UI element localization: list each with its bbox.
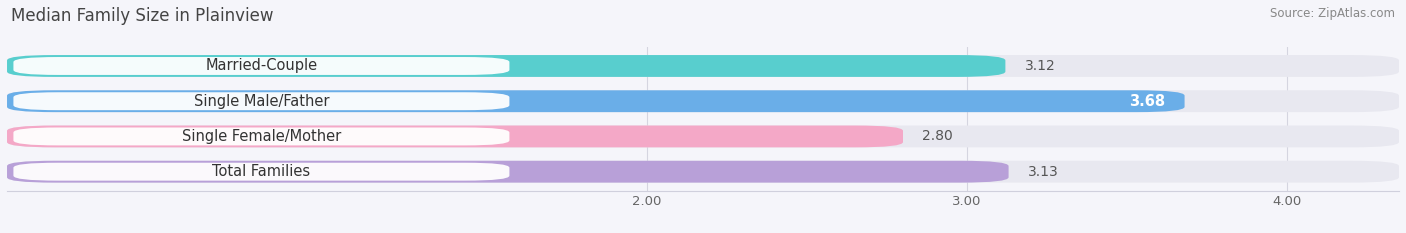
FancyBboxPatch shape [14, 57, 509, 75]
Text: 3.68: 3.68 [1129, 94, 1166, 109]
Text: Median Family Size in Plainview: Median Family Size in Plainview [11, 7, 274, 25]
FancyBboxPatch shape [14, 163, 509, 181]
FancyBboxPatch shape [7, 90, 1185, 112]
Text: Married-Couple: Married-Couple [205, 58, 318, 73]
Text: Single Male/Father: Single Male/Father [194, 94, 329, 109]
Text: 3.13: 3.13 [1028, 165, 1059, 179]
FancyBboxPatch shape [7, 126, 903, 147]
Text: Total Families: Total Families [212, 164, 311, 179]
FancyBboxPatch shape [7, 55, 1399, 77]
Text: 2.80: 2.80 [922, 130, 953, 144]
FancyBboxPatch shape [7, 90, 1399, 112]
Text: 3.12: 3.12 [1025, 59, 1056, 73]
FancyBboxPatch shape [7, 161, 1008, 183]
Text: Single Female/Mother: Single Female/Mother [181, 129, 342, 144]
FancyBboxPatch shape [14, 92, 509, 110]
FancyBboxPatch shape [7, 161, 1399, 183]
FancyBboxPatch shape [7, 126, 1399, 147]
FancyBboxPatch shape [14, 127, 509, 145]
Text: Source: ZipAtlas.com: Source: ZipAtlas.com [1270, 7, 1395, 20]
FancyBboxPatch shape [7, 55, 1005, 77]
